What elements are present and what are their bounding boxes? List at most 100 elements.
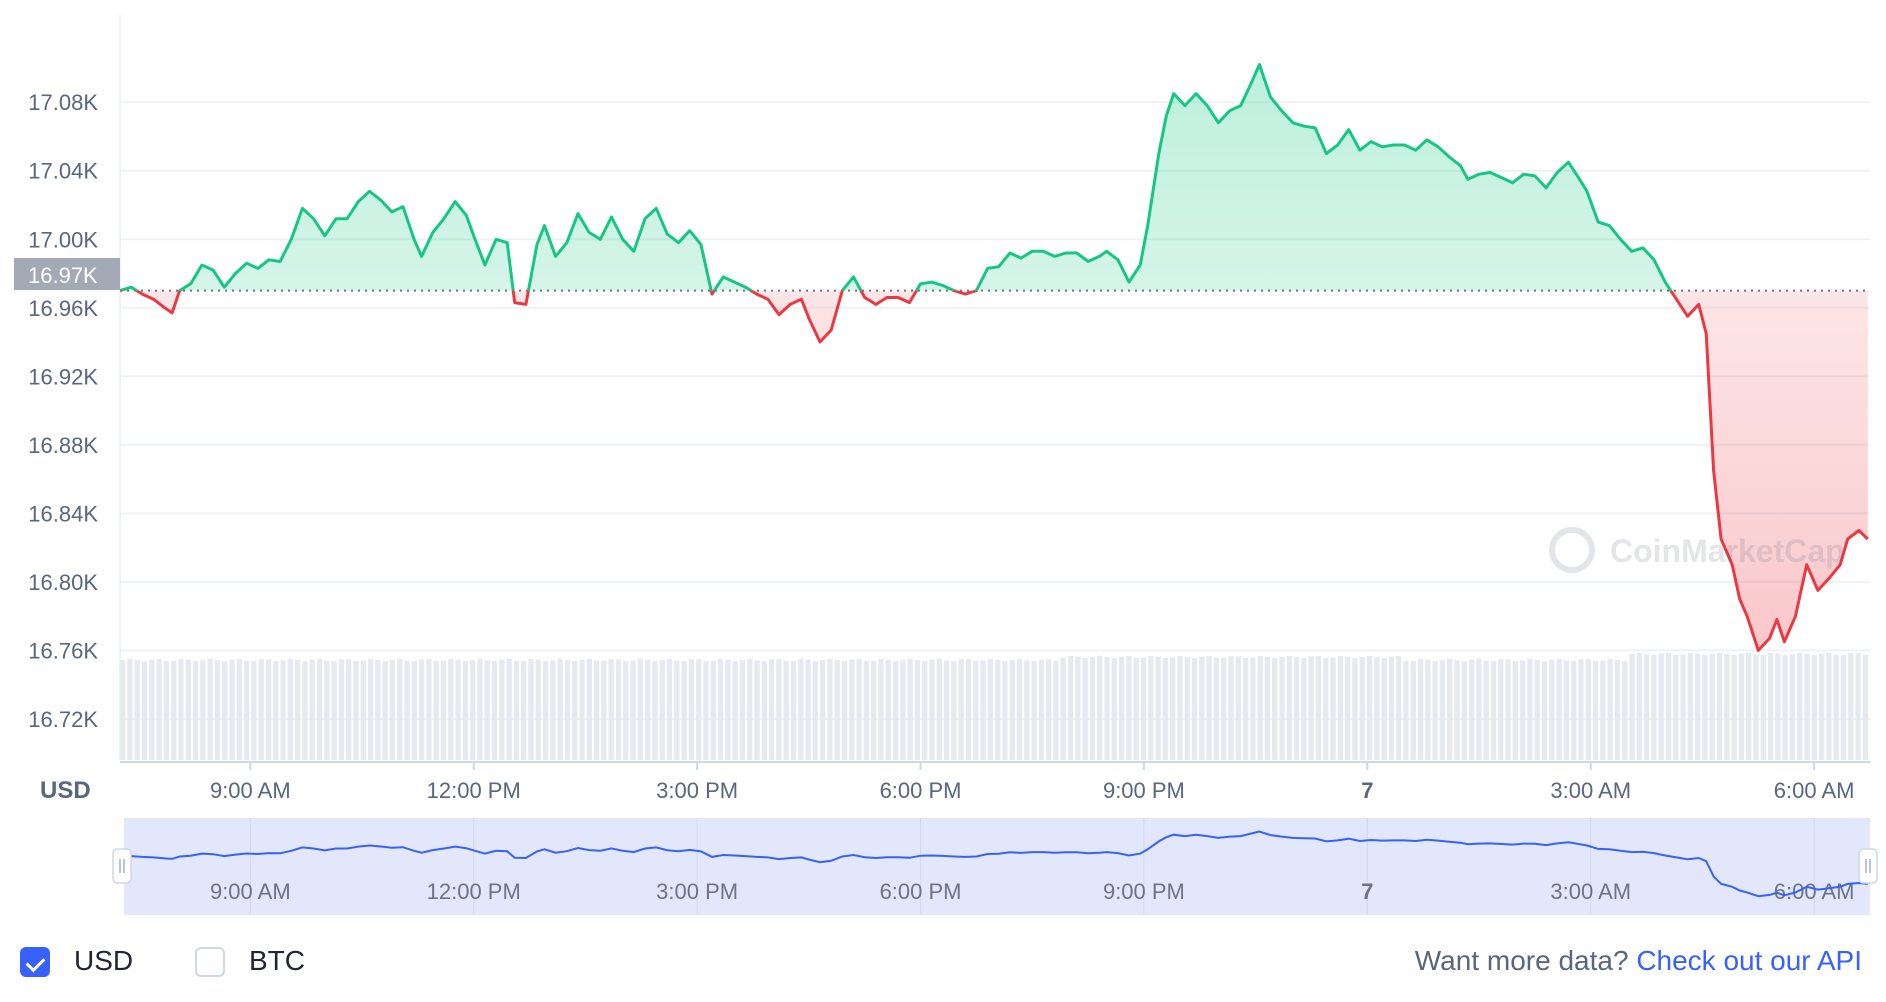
- price-line-up: [119, 63, 1673, 291]
- volume-bar: [1636, 652, 1642, 760]
- volume-bar: [1038, 659, 1045, 760]
- api-link[interactable]: Check out our API: [1636, 945, 1862, 976]
- volume-bar: [1162, 658, 1168, 760]
- btc-label[interactable]: BTC: [249, 945, 305, 976]
- volume-bar: [987, 658, 993, 760]
- volume-bar: [1716, 652, 1723, 760]
- volume-bar: [287, 658, 293, 760]
- volume-bar: [965, 659, 972, 760]
- more-data-text: Want more data?: [1414, 945, 1629, 976]
- volume-bar: [1228, 656, 1234, 760]
- volume-bar: [440, 660, 447, 760]
- volume-bar: [338, 659, 345, 760]
- volume-bar: [1549, 659, 1555, 760]
- volume-bar: [834, 660, 840, 760]
- volume-bar: [280, 660, 286, 760]
- volume-bar: [1133, 657, 1139, 760]
- volume-bar: [156, 659, 162, 760]
- range-navigator[interactable]: 9:00 AM 12:00 PM 3:00 PM 6:00 PM 9:00 PM 7 3:0…: [112, 818, 1878, 915]
- volume-bar: [477, 658, 483, 760]
- volume-bar: [1199, 656, 1205, 760]
- navigator-left-handle[interactable]: [112, 848, 132, 884]
- volume-bar: [171, 660, 177, 760]
- volume-bar: [659, 659, 665, 760]
- volume-bar: [681, 661, 687, 760]
- volume-bar: [1512, 661, 1518, 760]
- volume-bar: [120, 660, 126, 760]
- handle-grip-icon[interactable]: [1858, 848, 1878, 884]
- price-area-down: [136, 290, 1868, 651]
- volume-bar: [1629, 653, 1635, 760]
- volume-bar: [615, 659, 622, 760]
- volume-bar: [1753, 654, 1759, 760]
- navigator-tick-label: 6:00 PM: [880, 879, 962, 904]
- currency-axis-label: USD: [40, 777, 91, 804]
- x-tick-label: 3:00 AM: [1550, 778, 1631, 803]
- volume-bar: [1695, 653, 1701, 760]
- volume-bar: [200, 660, 206, 760]
- volume-bar: [1067, 655, 1074, 760]
- btc-checkbox[interactable]: [195, 947, 225, 977]
- volume-bar: [1432, 661, 1438, 760]
- volume-bar: [732, 661, 738, 760]
- volume-bar: [1097, 655, 1103, 760]
- handle-grip-icon[interactable]: [112, 848, 132, 884]
- volume-bar: [1818, 653, 1825, 760]
- volume-bar: [1673, 654, 1679, 760]
- volume-bar: [1848, 653, 1854, 760]
- volume-bar: [367, 658, 374, 760]
- volume-bar: [1315, 656, 1322, 760]
- volume-bar: [601, 660, 607, 760]
- volume-bar: [1461, 661, 1467, 760]
- volume-bar: [1709, 654, 1715, 760]
- volume-bar: [980, 660, 986, 760]
- price-line-down: [120, 290, 1869, 652]
- volume-bar: [652, 661, 658, 760]
- volume-bar: [1359, 657, 1365, 760]
- usd-checkbox[interactable]: [20, 947, 50, 977]
- volume-bar: [1046, 659, 1052, 760]
- navigator-tick-label: 9:00 PM: [1103, 879, 1185, 904]
- volume-bar: [470, 660, 476, 760]
- volume-bar: [243, 660, 250, 760]
- volume-bar: [375, 659, 381, 760]
- volume-bar: [1665, 653, 1672, 760]
- volume-bar: [951, 660, 957, 760]
- volume-bar: [535, 659, 541, 760]
- volume-bar: [1213, 657, 1220, 760]
- volume-bar: [433, 660, 439, 760]
- volume-bar: [1527, 658, 1533, 760]
- volume-bar: [878, 659, 884, 760]
- volume-bar: [1483, 660, 1489, 760]
- volume-bar: [1651, 655, 1657, 760]
- x-tick-label: 9:00 AM: [210, 778, 291, 803]
- volume-bar: [776, 659, 782, 760]
- volume-bar: [798, 658, 804, 760]
- volume-bar: [929, 659, 935, 760]
- y-tick-label: 16.88K: [28, 433, 98, 458]
- volume-bar: [1286, 655, 1292, 760]
- y-tick-label: 16.92K: [28, 364, 98, 389]
- x-tick-label: 6:00 PM: [880, 778, 962, 803]
- volume-bar: [404, 660, 410, 760]
- volume-bar: [768, 659, 775, 760]
- volume-bar: [1330, 657, 1336, 760]
- volume-bar: [550, 660, 556, 760]
- volume-bar: [1578, 659, 1584, 760]
- volume-bar: [1155, 656, 1161, 760]
- navigator-right-handle[interactable]: [1858, 848, 1878, 884]
- volume-bar: [863, 660, 870, 760]
- volume-bar: [608, 659, 614, 760]
- volume-bar: [1811, 655, 1817, 760]
- navigator-line: [119, 830, 1868, 898]
- volume-bar: [674, 660, 680, 760]
- volume-bar: [397, 658, 403, 760]
- usd-label[interactable]: USD: [74, 945, 134, 976]
- volume-bar: [1658, 653, 1664, 760]
- volume-bar: [995, 659, 1001, 760]
- volume-bar: [309, 659, 315, 760]
- volume-bar: [1191, 658, 1198, 760]
- reference-price-badge: 16.97K: [14, 258, 120, 290]
- volume-bar: [134, 660, 140, 760]
